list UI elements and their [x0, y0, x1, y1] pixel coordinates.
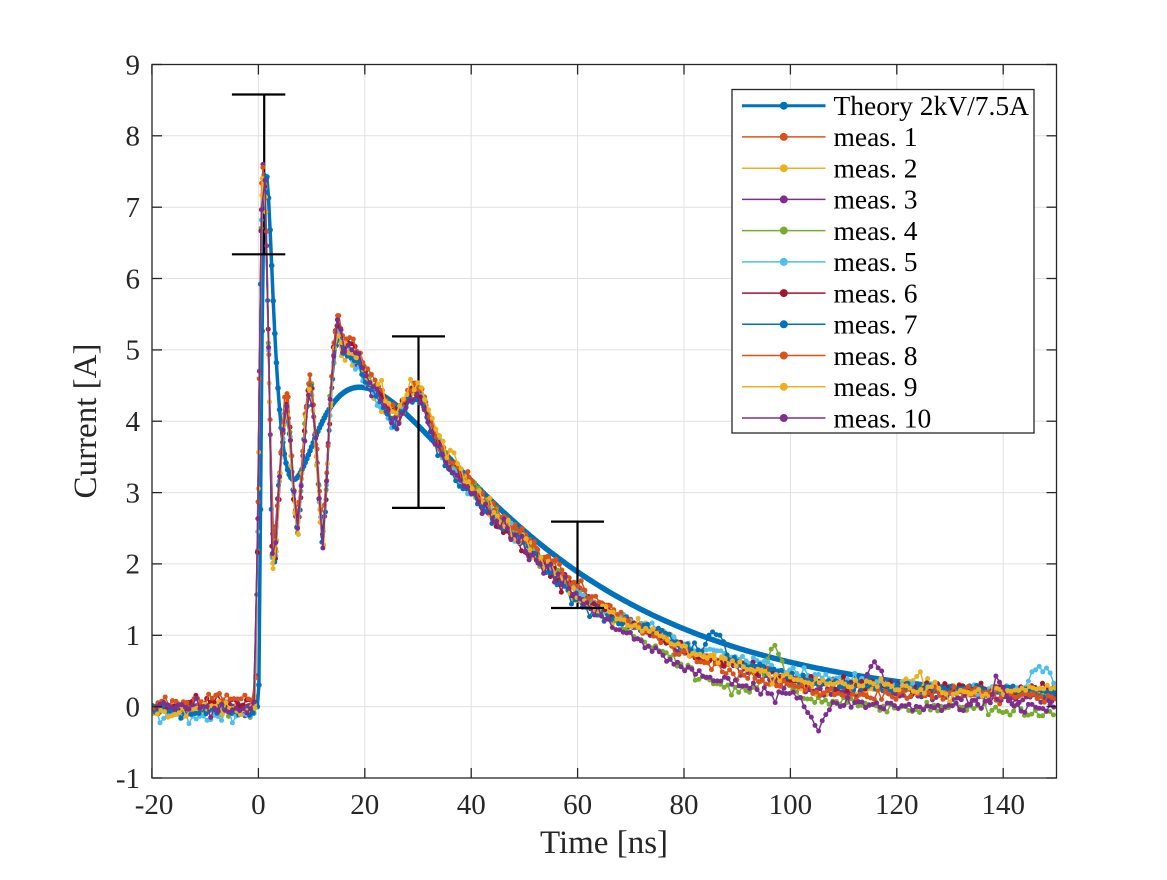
svg-text:7: 7: [126, 192, 141, 224]
svg-text:140: 140: [981, 789, 1025, 821]
svg-text:0: 0: [126, 691, 141, 723]
svg-text:0: 0: [251, 789, 266, 821]
svg-text:meas. 2: meas. 2: [834, 153, 918, 184]
svg-text:6: 6: [126, 263, 141, 295]
svg-text:-1: -1: [116, 763, 140, 795]
svg-text:-20: -20: [135, 789, 174, 821]
svg-text:meas. 9: meas. 9: [834, 371, 918, 402]
svg-text:meas. 3: meas. 3: [834, 184, 918, 215]
svg-text:120: 120: [875, 789, 919, 821]
svg-text:9: 9: [126, 49, 141, 81]
svg-text:meas. 10: meas. 10: [834, 402, 932, 433]
svg-text:8: 8: [126, 121, 141, 153]
svg-text:meas. 7: meas. 7: [834, 309, 918, 340]
svg-text:5: 5: [126, 335, 141, 367]
svg-text:meas. 6: meas. 6: [834, 277, 918, 308]
svg-text:meas. 4: meas. 4: [834, 215, 918, 246]
svg-text:meas. 1: meas. 1: [834, 121, 918, 152]
svg-text:meas. 5: meas. 5: [834, 246, 918, 277]
svg-text:60: 60: [563, 789, 592, 821]
svg-text:40: 40: [457, 789, 486, 821]
svg-text:20: 20: [350, 789, 379, 821]
svg-text:80: 80: [670, 789, 699, 821]
svg-text:meas. 8: meas. 8: [834, 340, 918, 371]
svg-text:4: 4: [126, 406, 141, 438]
svg-text:Time [ns]: Time [ns]: [540, 825, 668, 861]
svg-text:Current [A]: Current [A]: [68, 344, 104, 499]
svg-text:Theory 2kV/7.5A: Theory 2kV/7.5A: [834, 90, 1030, 121]
svg-text:2: 2: [126, 549, 141, 581]
svg-text:1: 1: [126, 620, 141, 652]
svg-text:3: 3: [126, 477, 141, 509]
svg-text:100: 100: [769, 789, 813, 821]
